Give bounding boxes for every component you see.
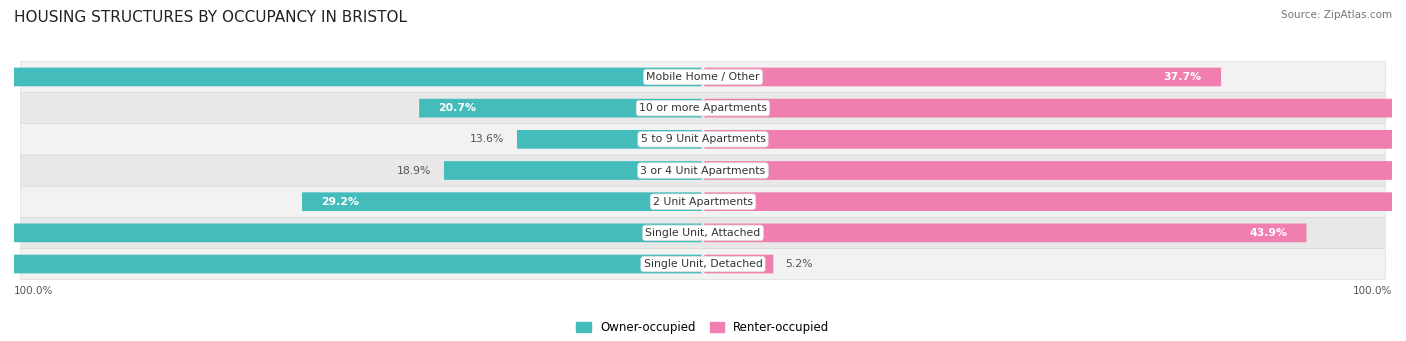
FancyBboxPatch shape xyxy=(21,61,1385,92)
FancyBboxPatch shape xyxy=(704,99,1406,118)
Text: 43.9%: 43.9% xyxy=(1249,228,1288,238)
FancyBboxPatch shape xyxy=(704,192,1406,211)
Text: 13.6%: 13.6% xyxy=(470,134,505,144)
Text: 29.2%: 29.2% xyxy=(322,197,360,207)
FancyBboxPatch shape xyxy=(704,161,1406,180)
FancyBboxPatch shape xyxy=(704,255,773,273)
FancyBboxPatch shape xyxy=(21,249,1385,280)
Text: 20.7%: 20.7% xyxy=(439,103,477,113)
FancyBboxPatch shape xyxy=(0,255,702,273)
Text: Mobile Home / Other: Mobile Home / Other xyxy=(647,72,759,82)
Text: 100.0%: 100.0% xyxy=(1353,286,1392,296)
FancyBboxPatch shape xyxy=(704,68,1220,86)
Text: 10 or more Apartments: 10 or more Apartments xyxy=(638,103,768,113)
FancyBboxPatch shape xyxy=(704,223,1306,242)
Text: 5 to 9 Unit Apartments: 5 to 9 Unit Apartments xyxy=(641,134,765,144)
FancyBboxPatch shape xyxy=(704,130,1406,149)
FancyBboxPatch shape xyxy=(21,217,1385,249)
Text: 100.0%: 100.0% xyxy=(14,286,53,296)
Text: HOUSING STRUCTURES BY OCCUPANCY IN BRISTOL: HOUSING STRUCTURES BY OCCUPANCY IN BRIST… xyxy=(14,10,408,25)
FancyBboxPatch shape xyxy=(302,192,702,211)
FancyBboxPatch shape xyxy=(21,155,1385,186)
Text: Source: ZipAtlas.com: Source: ZipAtlas.com xyxy=(1281,10,1392,20)
FancyBboxPatch shape xyxy=(21,124,1385,155)
FancyBboxPatch shape xyxy=(21,186,1385,217)
Text: 18.9%: 18.9% xyxy=(396,165,432,176)
FancyBboxPatch shape xyxy=(444,161,702,180)
Text: Single Unit, Detached: Single Unit, Detached xyxy=(644,259,762,269)
FancyBboxPatch shape xyxy=(419,99,702,118)
FancyBboxPatch shape xyxy=(0,68,702,86)
Text: Single Unit, Attached: Single Unit, Attached xyxy=(645,228,761,238)
Text: 3 or 4 Unit Apartments: 3 or 4 Unit Apartments xyxy=(641,165,765,176)
FancyBboxPatch shape xyxy=(0,223,702,242)
Text: 2 Unit Apartments: 2 Unit Apartments xyxy=(652,197,754,207)
Text: 37.7%: 37.7% xyxy=(1164,72,1202,82)
Legend: Owner-occupied, Renter-occupied: Owner-occupied, Renter-occupied xyxy=(572,317,834,339)
FancyBboxPatch shape xyxy=(517,130,702,149)
FancyBboxPatch shape xyxy=(21,92,1385,124)
Text: 5.2%: 5.2% xyxy=(786,259,813,269)
